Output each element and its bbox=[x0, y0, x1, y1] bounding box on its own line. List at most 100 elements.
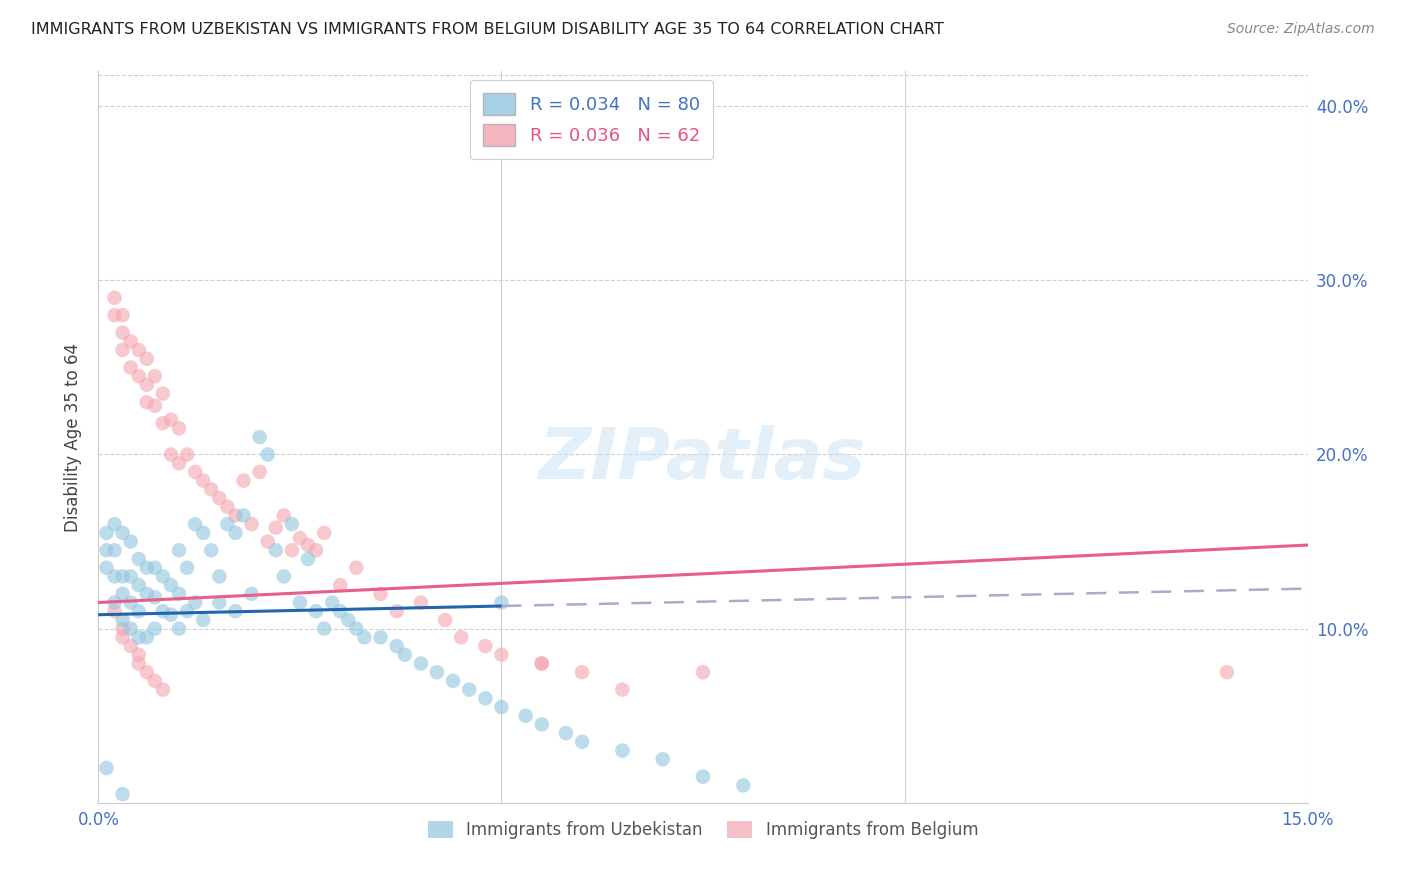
Point bbox=[491, 595, 513, 609]
Point bbox=[96, 525, 118, 540]
Point bbox=[184, 595, 207, 609]
Point bbox=[111, 569, 134, 583]
Point bbox=[458, 682, 481, 697]
Point bbox=[409, 657, 432, 671]
Text: ZIPatlas: ZIPatlas bbox=[540, 425, 866, 493]
Point bbox=[143, 399, 166, 413]
Point bbox=[167, 622, 190, 636]
Point bbox=[217, 517, 239, 532]
Point bbox=[297, 538, 319, 552]
Point bbox=[120, 360, 142, 375]
Point bbox=[152, 604, 174, 618]
Point bbox=[160, 578, 183, 592]
Point bbox=[208, 569, 231, 583]
Point bbox=[111, 525, 134, 540]
Point bbox=[264, 521, 287, 535]
Point bbox=[337, 613, 360, 627]
Point bbox=[344, 622, 367, 636]
Point bbox=[305, 604, 328, 618]
Point bbox=[344, 560, 367, 574]
Point bbox=[128, 578, 150, 592]
Point bbox=[208, 491, 231, 505]
Point bbox=[193, 474, 215, 488]
Point bbox=[530, 717, 553, 731]
Point bbox=[193, 613, 215, 627]
Point bbox=[530, 657, 553, 671]
Point bbox=[273, 569, 295, 583]
Point bbox=[184, 465, 207, 479]
Point bbox=[329, 578, 352, 592]
Point bbox=[385, 639, 408, 653]
Point bbox=[571, 735, 593, 749]
Point bbox=[167, 456, 190, 470]
Point bbox=[409, 595, 432, 609]
Point bbox=[135, 560, 157, 574]
Point bbox=[441, 673, 464, 688]
Point bbox=[555, 726, 578, 740]
Point bbox=[103, 517, 125, 532]
Point bbox=[135, 631, 157, 645]
Point bbox=[434, 613, 457, 627]
Point bbox=[208, 595, 231, 609]
Point bbox=[651, 752, 673, 766]
Point bbox=[370, 631, 392, 645]
Point bbox=[103, 604, 125, 618]
Point bbox=[111, 613, 134, 627]
Point bbox=[474, 691, 496, 706]
Point bbox=[256, 534, 278, 549]
Point bbox=[120, 569, 142, 583]
Point bbox=[128, 657, 150, 671]
Point bbox=[103, 595, 125, 609]
Point bbox=[176, 560, 198, 574]
Text: IMMIGRANTS FROM UZBEKISTAN VS IMMIGRANTS FROM BELGIUM DISABILITY AGE 35 TO 64 CO: IMMIGRANTS FROM UZBEKISTAN VS IMMIGRANTS… bbox=[31, 22, 943, 37]
Point bbox=[288, 531, 311, 545]
Point bbox=[200, 483, 222, 497]
Point bbox=[370, 587, 392, 601]
Point bbox=[1216, 665, 1239, 680]
Point bbox=[217, 500, 239, 514]
Point bbox=[152, 569, 174, 583]
Point bbox=[152, 386, 174, 401]
Point bbox=[612, 743, 634, 757]
Point bbox=[249, 430, 271, 444]
Point bbox=[281, 543, 304, 558]
Point bbox=[143, 673, 166, 688]
Point bbox=[288, 595, 311, 609]
Point bbox=[128, 369, 150, 384]
Point bbox=[160, 448, 183, 462]
Point bbox=[111, 587, 134, 601]
Point bbox=[120, 595, 142, 609]
Point bbox=[143, 591, 166, 605]
Point bbox=[733, 778, 755, 792]
Point bbox=[128, 648, 150, 662]
Point bbox=[143, 622, 166, 636]
Point bbox=[571, 665, 593, 680]
Point bbox=[96, 761, 118, 775]
Point bbox=[167, 421, 190, 435]
Point bbox=[530, 657, 553, 671]
Point bbox=[297, 552, 319, 566]
Point bbox=[143, 369, 166, 384]
Point bbox=[224, 604, 246, 618]
Point bbox=[111, 787, 134, 801]
Point bbox=[329, 604, 352, 618]
Point bbox=[111, 308, 134, 322]
Point bbox=[135, 587, 157, 601]
Point bbox=[193, 525, 215, 540]
Point bbox=[152, 682, 174, 697]
Point bbox=[491, 648, 513, 662]
Point bbox=[135, 351, 157, 366]
Point bbox=[692, 770, 714, 784]
Point bbox=[394, 648, 416, 662]
Point bbox=[152, 416, 174, 430]
Point bbox=[128, 343, 150, 357]
Point bbox=[249, 465, 271, 479]
Point bbox=[281, 517, 304, 532]
Point bbox=[474, 639, 496, 653]
Point bbox=[103, 308, 125, 322]
Point bbox=[321, 595, 343, 609]
Point bbox=[264, 543, 287, 558]
Point bbox=[232, 508, 254, 523]
Point bbox=[240, 517, 263, 532]
Point bbox=[143, 560, 166, 574]
